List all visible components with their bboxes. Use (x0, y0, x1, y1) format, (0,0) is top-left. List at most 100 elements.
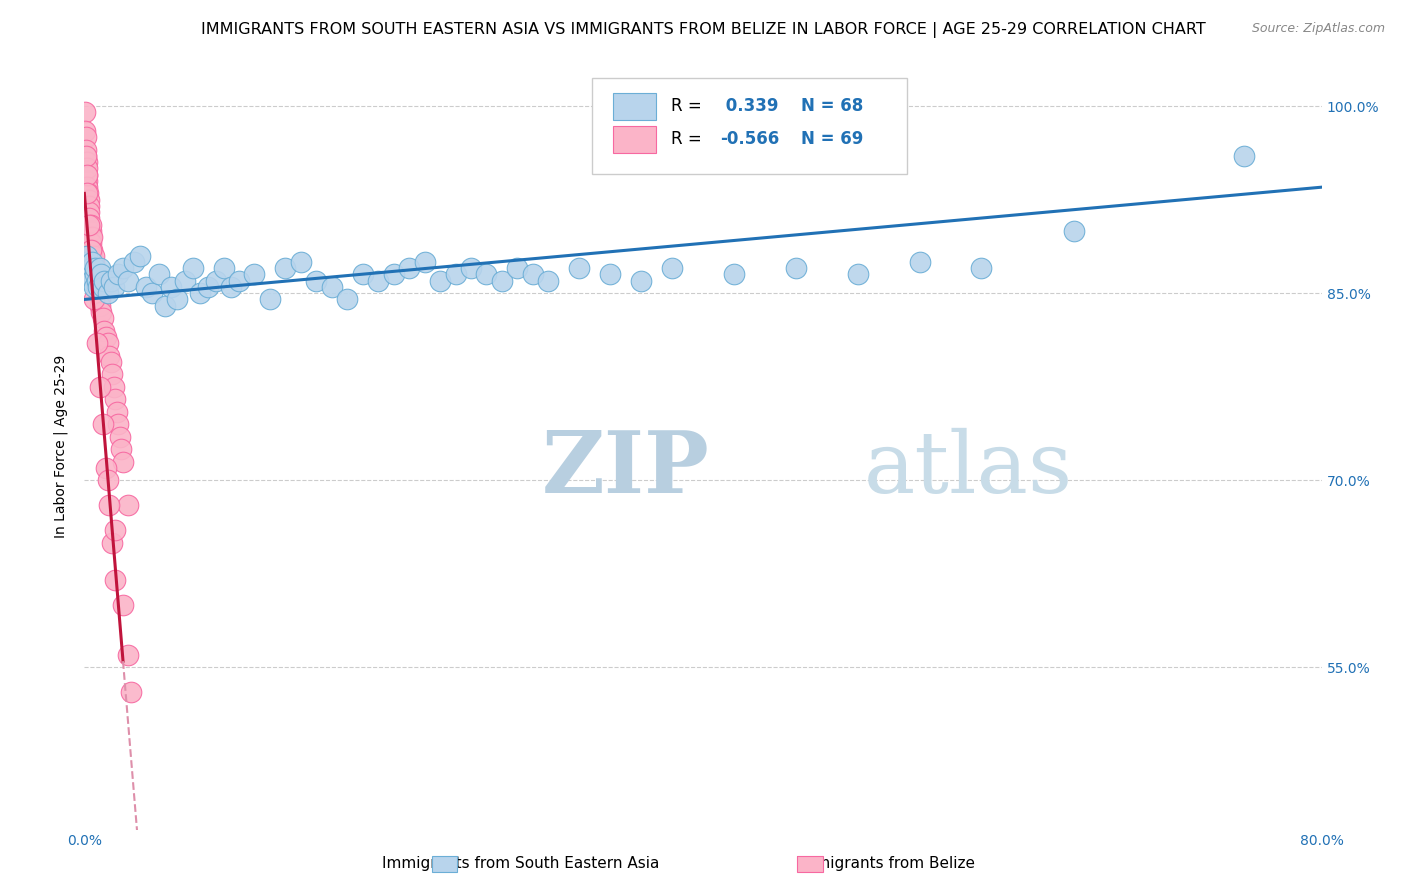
Point (89, 299, 111, 313)
Point (243, 268, 266, 282)
Point (83, 293, 105, 307)
Point (630, 274, 652, 288)
Point (444, 268, 467, 282)
Point (491, 274, 513, 288)
Point (83, 249, 105, 263)
Point (82, 243, 104, 257)
Point (77, 268, 100, 282)
Point (79, 261, 101, 276)
Point (105, 405, 128, 419)
Point (599, 268, 621, 282)
Point (103, 280, 125, 294)
Point (76, 249, 98, 263)
Point (79, 236, 101, 251)
Text: N = 69: N = 69 (801, 130, 863, 148)
Point (661, 261, 683, 276)
Point (86, 336, 108, 351)
Point (94, 330, 117, 344)
Point (90, 305, 112, 319)
Point (101, 368, 124, 382)
Point (84, 268, 107, 282)
Point (75, 149, 97, 163)
Point (188, 286, 211, 301)
Text: Immigrants from Belize: Immigrants from Belize (796, 856, 976, 871)
Point (336, 293, 359, 307)
Point (413, 255, 436, 269)
Point (475, 268, 498, 282)
Point (107, 417, 129, 432)
Point (148, 268, 170, 282)
Point (429, 274, 451, 288)
Point (110, 442, 132, 456)
Point (84, 268, 107, 282)
Point (76, 161, 98, 176)
Point (382, 268, 405, 282)
Point (77, 205, 100, 219)
Point (82, 249, 104, 263)
Point (107, 268, 129, 282)
Point (82, 255, 104, 269)
Point (77, 211, 100, 226)
Point (75, 124, 97, 138)
Point (82, 268, 104, 282)
Point (83, 280, 105, 294)
Y-axis label: In Labor Force | Age 25-29: In Labor Force | Age 25-29 (53, 354, 69, 538)
Point (112, 598, 135, 612)
Point (129, 249, 152, 263)
Point (79, 230, 101, 244)
Point (723, 268, 745, 282)
Point (89, 261, 111, 276)
Point (259, 293, 281, 307)
Point (98, 498, 121, 512)
Point (103, 380, 125, 394)
Point (117, 498, 139, 512)
Point (87, 280, 110, 294)
Point (82, 230, 104, 244)
FancyBboxPatch shape (592, 78, 907, 174)
Point (205, 274, 228, 288)
Point (86, 274, 108, 288)
Point (112, 454, 135, 468)
Point (76, 168, 98, 182)
Point (122, 255, 145, 269)
Point (77, 186, 100, 201)
Point (100, 274, 122, 288)
Point (86, 280, 108, 294)
Point (79, 218, 101, 232)
Point (89, 380, 111, 394)
Point (75, 149, 97, 163)
Point (76, 174, 98, 188)
Point (112, 261, 135, 276)
Point (96, 473, 118, 487)
Point (87, 286, 110, 301)
Point (908, 255, 931, 269)
Point (970, 261, 993, 276)
Point (219, 280, 242, 294)
Point (367, 274, 389, 288)
Point (120, 685, 142, 699)
Point (77, 199, 100, 213)
Point (90, 268, 112, 282)
Point (76, 186, 98, 201)
Point (197, 280, 219, 294)
Point (93, 274, 115, 288)
Point (305, 274, 328, 288)
Point (84, 274, 107, 288)
Point (79, 243, 101, 257)
Text: atlas: atlas (863, 427, 1073, 510)
Point (166, 293, 188, 307)
Point (75, 105, 97, 120)
Point (76, 168, 98, 182)
Point (75, 255, 97, 269)
Point (506, 261, 529, 276)
FancyBboxPatch shape (613, 93, 657, 120)
Point (101, 535, 124, 549)
Point (96, 286, 118, 301)
Point (104, 392, 127, 407)
Point (117, 648, 139, 662)
Point (104, 523, 127, 537)
Point (100, 355, 122, 369)
Text: -0.566: -0.566 (720, 130, 779, 148)
Point (108, 430, 131, 444)
Text: Source: ZipAtlas.com: Source: ZipAtlas.com (1251, 22, 1385, 36)
